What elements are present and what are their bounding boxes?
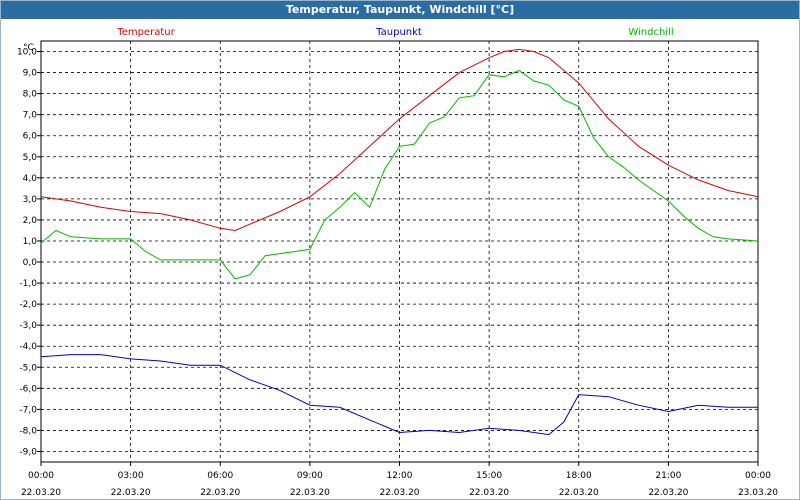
- x-tick-date: 23.03.20: [738, 488, 778, 498]
- x-tick-date: 22.03.20: [21, 488, 61, 498]
- window-title: Temperatur, Taupunkt, Windchill [°C]: [1, 1, 799, 19]
- data-series: [40, 48, 759, 436]
- y-tick-label: -2,0: [19, 300, 37, 310]
- y-tick-label: 3,0: [23, 195, 38, 205]
- y-tick-label: 7,0: [23, 111, 38, 121]
- y-tick-label: 8,0: [23, 90, 38, 100]
- y-tick-label: -9,0: [19, 447, 37, 457]
- y-tick-label: -5,0: [19, 363, 37, 373]
- y-tick-label: 9,0: [23, 69, 38, 79]
- legend-taupunkt: Taupunkt: [375, 27, 422, 38]
- y-axis-unit: °C: [23, 43, 34, 53]
- y-tick-label: 4,0: [23, 174, 38, 184]
- taupunkt-line: [40, 354, 758, 436]
- y-tick-label: 0,0: [23, 258, 38, 268]
- x-tick-time: 12:00: [387, 471, 413, 481]
- y-tick-label: -4,0: [19, 342, 37, 352]
- x-tick-time: 03:00: [118, 471, 144, 481]
- x-tick-date: 22.03.20: [559, 488, 599, 498]
- y-tick-label: 6,0: [23, 132, 38, 142]
- y-tick-label: -7,0: [19, 405, 37, 415]
- x-tick-date: 22.03.20: [648, 488, 688, 498]
- legend-windchill: Windchill: [628, 27, 673, 38]
- x-tick-date: 22.03.20: [469, 488, 509, 498]
- x-tick-date: 22.03.20: [290, 488, 330, 498]
- x-tick-time: 06:00: [207, 471, 233, 481]
- windchill-line: [40, 69, 759, 280]
- grid-lines: [41, 41, 758, 462]
- y-axis-ticks: 10,0 9,0 8,0 7,0 6,0 5,0 4,0 3,0 2,0 1,0 0,0 -1,0 -2…: [17, 48, 41, 457]
- y-tick-label: -3,0: [19, 321, 37, 331]
- chart-canvas: 10,0 9,0 8,0 7,0 6,0 5,0 4,0 3,0 2,0 1,0 0,0 -1,0 -2…: [17, 27, 778, 498]
- x-tick-date: 22.03.20: [111, 488, 151, 498]
- x-axis-ticks: 00:00 22.03.20 03:00 22.03.20 06:00 22.03.20 0…: [21, 462, 778, 498]
- x-tick-time: 21:00: [655, 471, 681, 481]
- y-tick-label: -8,0: [19, 426, 37, 436]
- x-tick-time: 00:00: [28, 471, 54, 481]
- y-tick-label: -6,0: [19, 384, 37, 394]
- x-tick-time: 09:00: [297, 471, 323, 481]
- y-tick-label: 2,0: [23, 216, 38, 226]
- x-tick-time: 00:00: [745, 471, 771, 481]
- x-tick-date: 22.03.20: [200, 488, 240, 498]
- temperatur-line: [40, 48, 759, 232]
- y-tick-label: 10,0: [17, 48, 37, 58]
- y-tick-label: 1,0: [23, 237, 38, 247]
- y-tick-label: 5,0: [23, 153, 38, 163]
- x-tick-time: 15:00: [476, 471, 502, 481]
- x-tick-date: 22.03.20: [379, 488, 419, 498]
- legend-temperatur: Temperatur: [116, 27, 175, 38]
- y-tick-label: -1,0: [19, 279, 37, 289]
- x-tick-time: 18:00: [566, 471, 592, 481]
